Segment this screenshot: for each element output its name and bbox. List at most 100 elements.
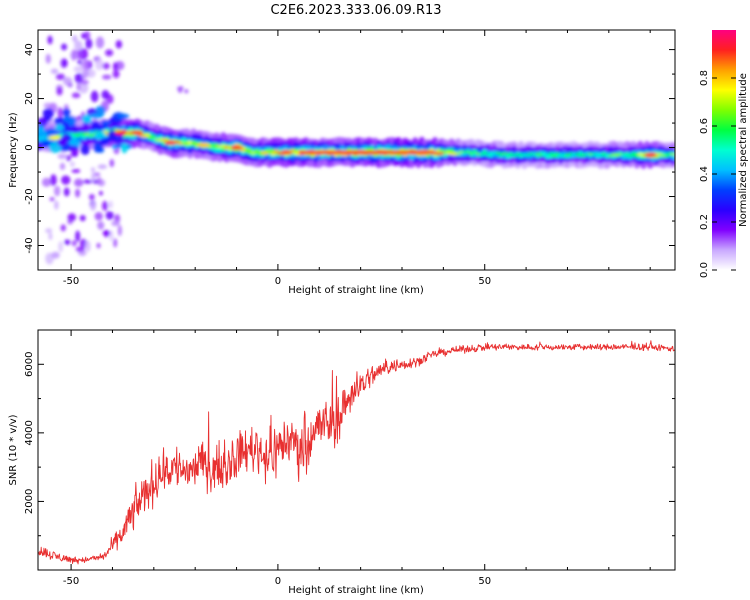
spectrogram-cell — [664, 153, 670, 157]
colorbar: 0.0 0.2 0.4 0.6 0.8 Normalized spectral ampl… — [699, 30, 749, 278]
snr-frame — [37, 329, 676, 571]
spectrogram-cell — [105, 49, 114, 57]
spectrogram-cell — [108, 200, 113, 209]
spectrogram-cell — [75, 230, 81, 242]
spectrogram-cell — [263, 151, 269, 155]
spectrogram-cell — [97, 221, 105, 230]
spectrogram-cell — [101, 90, 110, 100]
snr-x-ticks: -50 0 50 — [63, 330, 651, 587]
spectrogram-cell — [439, 151, 445, 155]
spectrogram-cell — [64, 239, 71, 245]
spectrogram-cell — [545, 154, 550, 157]
spectrogram-cell — [102, 230, 111, 236]
spectrogram-cell — [94, 211, 103, 221]
spectrogram-cell — [98, 190, 103, 196]
spectrogram-cell — [72, 35, 78, 43]
spectrogram-cell — [38, 117, 49, 127]
spectrogram-cell — [81, 114, 92, 124]
spectrogram-cell — [54, 124, 64, 132]
spectrogram-cell — [79, 214, 86, 222]
spectrogram-cell — [621, 153, 627, 156]
spectrogram-cell — [75, 246, 85, 252]
spectrogram-cell — [51, 251, 60, 259]
spectrogram-cell — [76, 82, 81, 91]
spectrogram-cell — [670, 153, 675, 156]
spectrogram-cell — [109, 159, 115, 168]
spectrogram-cell — [94, 130, 106, 141]
spectrogram-y-axis-label: Frequency (Hz) — [8, 112, 19, 188]
snr-y-axis-label: SNR (10 * v/v) — [8, 414, 19, 485]
spectrogram-cell — [88, 194, 95, 201]
spectrogram-cell — [472, 150, 478, 154]
spectrogram-cell — [101, 62, 110, 70]
spectrogram-cell — [112, 69, 120, 79]
spectrogram-cell — [49, 197, 55, 202]
spectrogram-cell — [164, 140, 177, 145]
spectrogram-cell — [151, 135, 157, 138]
spectrogram-cell — [84, 59, 89, 71]
y-tick-label: 4000 — [24, 420, 35, 445]
y-tick-label: 0 — [24, 144, 35, 150]
spectrogram-cell — [267, 149, 273, 153]
spectrogram-cell — [66, 154, 72, 162]
spectrogram-cell — [77, 59, 82, 65]
spectrogram-cell — [115, 40, 123, 49]
snr-y-ticks: 2000 4000 6000 — [24, 329, 675, 571]
spectrogram-cell — [45, 228, 53, 234]
spectrogram-cell — [78, 82, 89, 94]
spectrogram-image — [38, 31, 675, 265]
spectrogram-cell — [469, 152, 474, 155]
spectrogram-cell — [50, 68, 59, 74]
y-tick-label: 2000 — [24, 489, 35, 514]
spectrogram-cell — [81, 68, 90, 78]
spectrogram-cell — [80, 143, 90, 155]
snr-line-layer — [38, 340, 675, 565]
spectrogram-cell — [61, 175, 71, 185]
spectrogram-cell — [90, 90, 99, 103]
spectrogram-cell — [90, 202, 97, 212]
spectrogram-cell — [535, 152, 541, 156]
spectrogram-cell — [71, 49, 77, 61]
spectrogram-cell — [113, 62, 119, 72]
spectrogram-cell — [42, 108, 54, 119]
spectrogram-cell — [62, 108, 71, 118]
spectrogram-cell — [71, 240, 77, 247]
spectrogram-cell — [73, 178, 84, 187]
spectrogram-cell — [48, 232, 53, 241]
spectrogram-cell — [97, 164, 108, 170]
spectrogram-cell — [96, 242, 101, 249]
spectrogram-cell — [111, 220, 120, 227]
x-tick-label: 50 — [478, 576, 491, 587]
spectrogram-cell — [61, 43, 68, 51]
spectrogram-cell — [184, 89, 189, 94]
snr-panel: -50 0 50 2000 4000 6000 Height of straight l… — [8, 329, 676, 596]
spectrogram-cell — [41, 177, 52, 187]
spectrogram-cell — [71, 92, 81, 99]
spectrogram-cell — [197, 142, 210, 148]
spectrogram-cell — [73, 66, 84, 73]
y-tick-label: 40 — [24, 43, 35, 56]
spectrogram-cell — [55, 73, 66, 81]
x-tick-label: 50 — [478, 276, 491, 287]
spectrogram-cell — [131, 130, 144, 136]
spectrogram-cell — [56, 87, 63, 96]
spectrogram-cell — [50, 174, 57, 186]
spectrogram-cell — [270, 152, 276, 156]
spectrogram-cell — [465, 150, 471, 154]
spectrogram-cell — [59, 162, 66, 171]
y-tick-label: -40 — [24, 237, 35, 253]
spectrogram-cell — [479, 153, 484, 156]
spectrogram-cell — [82, 120, 90, 133]
spectrogram-cell — [53, 185, 61, 197]
spectrogram-cell — [38, 127, 45, 134]
snr-series-line — [38, 340, 675, 565]
spectrogram-cell — [95, 105, 106, 116]
spectrogram-cell — [657, 152, 663, 156]
spectrogram-cell — [75, 134, 81, 137]
spectrogram-cell — [117, 225, 122, 237]
spectrogram-cell — [100, 120, 112, 126]
colorbar-tick-label: 0.0 — [699, 262, 710, 278]
spectrogram-cell — [485, 153, 491, 157]
spectrogram-cell — [95, 36, 105, 49]
